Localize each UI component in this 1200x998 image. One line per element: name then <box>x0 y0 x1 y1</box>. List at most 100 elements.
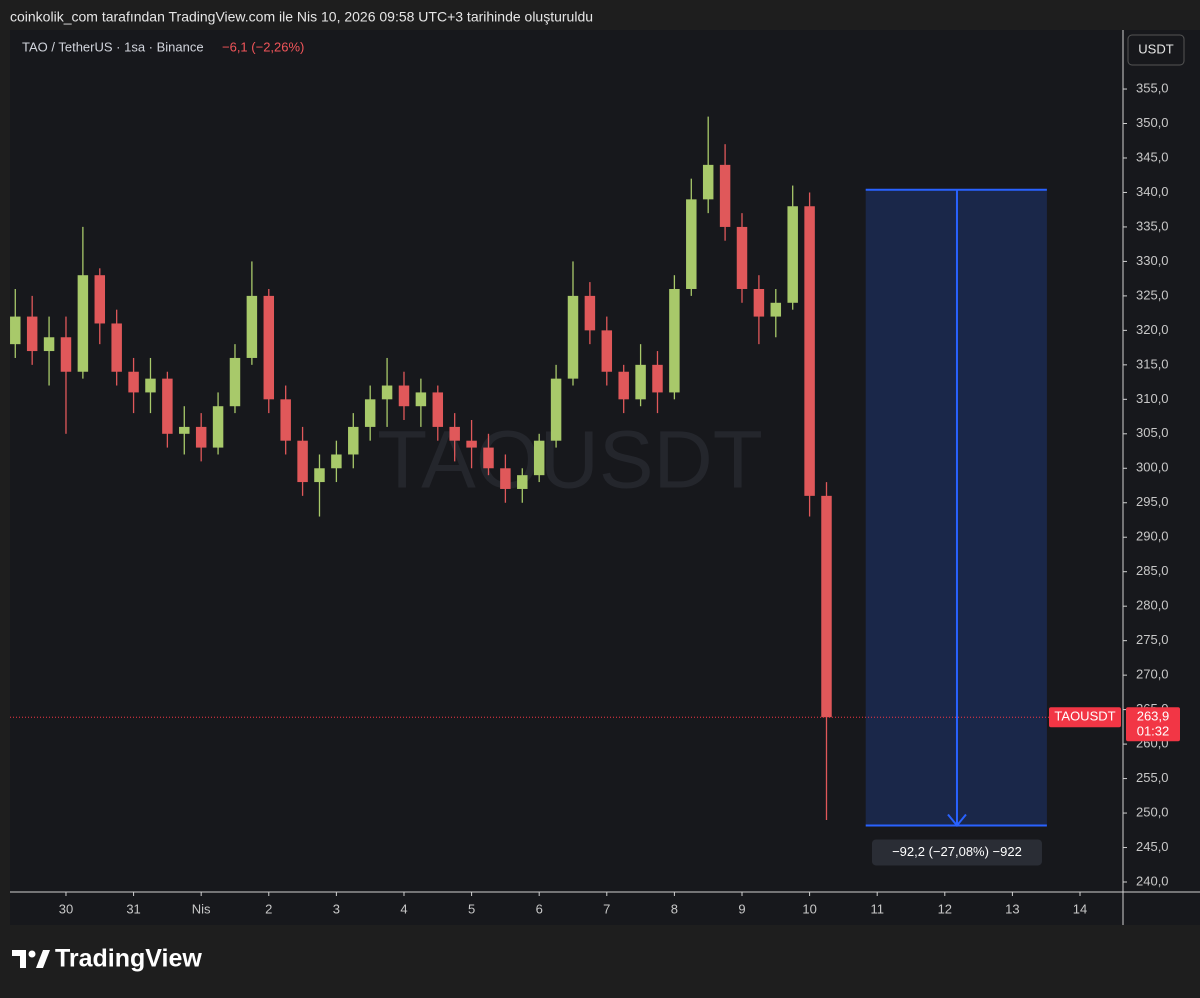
candle-body <box>263 295 275 400</box>
candle-body <box>297 440 308 483</box>
price-tag-label: 263,9 <box>1137 709 1170 724</box>
x-tick-label: 10 <box>802 901 816 916</box>
candle-body <box>483 447 494 469</box>
y-tick-label: 355,0 <box>1136 80 1169 95</box>
y-tick-label: 275,0 <box>1136 632 1169 647</box>
candle-body <box>702 164 714 200</box>
x-tick-label: 31 <box>126 901 140 916</box>
candle-body <box>821 495 832 718</box>
x-tick-label: 8 <box>671 901 678 916</box>
y-tick-label: 280,0 <box>1136 598 1169 613</box>
y-tick-label: 325,0 <box>1136 287 1169 302</box>
currency-box[interactable] <box>1127 34 1185 66</box>
candle-body <box>804 206 815 496</box>
candle-body <box>466 440 477 448</box>
y-tick-label: 300,0 <box>1136 460 1169 475</box>
measure-arrowhead <box>947 813 967 828</box>
countdown-label: 01:32 <box>1137 724 1170 739</box>
candle-body <box>686 199 697 289</box>
y-tick-label: 335,0 <box>1136 218 1169 233</box>
candle-body <box>618 371 629 400</box>
y-tick-label: 310,0 <box>1136 391 1169 406</box>
y-tick-label: 305,0 <box>1136 425 1169 440</box>
y-tick-label: 320,0 <box>1136 322 1169 337</box>
candle-body <box>246 295 258 358</box>
y-tick-label: 255,0 <box>1136 770 1169 785</box>
candle-body <box>280 399 291 441</box>
candle-body <box>635 364 646 400</box>
candle-body <box>669 288 680 393</box>
x-tick-label: 14 <box>1073 901 1087 916</box>
candle-body <box>77 275 89 372</box>
candle-body <box>432 392 444 427</box>
measure-label: −92,2 (−27,08%) −922 <box>892 844 1022 859</box>
x-tick-label: Nis <box>192 901 211 916</box>
y-tick-label: 350,0 <box>1136 115 1169 130</box>
candle-body <box>145 378 156 393</box>
y-tick-label: 250,0 <box>1136 804 1169 819</box>
x-tick-label: 2 <box>265 901 272 916</box>
candle-body <box>26 316 38 352</box>
symbol-tag <box>1049 707 1121 728</box>
candle-body <box>736 226 748 289</box>
candle-body <box>179 426 190 434</box>
logo-glyph <box>12 950 26 968</box>
candle-body <box>229 357 241 407</box>
y-tick-label: 295,0 <box>1136 494 1169 509</box>
y-tick-label: 340,0 <box>1136 184 1169 199</box>
candle-body <box>111 323 122 372</box>
currency-label: USDT <box>1138 41 1173 56</box>
candle-body <box>601 330 613 372</box>
brand-name: TradingView <box>55 945 202 973</box>
candle-body <box>212 406 224 448</box>
x-tick-label: 11 <box>870 901 884 916</box>
candle-body <box>43 337 55 352</box>
candle-body <box>584 295 596 331</box>
candle-body <box>128 371 139 393</box>
candle-body <box>719 164 731 227</box>
logo-glyph <box>36 950 50 968</box>
x-tick-label: 9 <box>738 901 745 916</box>
price-tag <box>1126 707 1180 742</box>
candle-body <box>770 302 782 317</box>
candle-body <box>567 295 579 379</box>
candle-body <box>94 275 106 324</box>
candle-body <box>753 288 765 317</box>
x-tick-label: 5 <box>468 901 475 916</box>
candle-body <box>533 440 545 476</box>
brand-logo <box>12 950 50 968</box>
y-tick-label: 330,0 <box>1136 253 1169 268</box>
y-tick-label: 345,0 <box>1136 149 1169 164</box>
candle-body <box>550 378 562 441</box>
y-tick-label: 240,0 <box>1136 873 1169 888</box>
y-tick-label: 285,0 <box>1136 563 1169 578</box>
watermark: TAOUSDT <box>377 415 763 506</box>
candle-body <box>162 378 173 434</box>
candle-body <box>195 426 207 448</box>
y-tick-label: 245,0 <box>1136 839 1169 854</box>
x-tick-label: 3 <box>333 901 340 916</box>
candle-body <box>652 364 663 393</box>
y-tick-label: 270,0 <box>1136 667 1169 682</box>
candle-body <box>787 206 798 303</box>
header-text: coinkolik_com tarafından TradingView.com… <box>10 9 593 25</box>
x-tick-label: 4 <box>400 901 407 916</box>
x-tick-label: 30 <box>59 901 73 916</box>
symbol-tag-label: TAOUSDT <box>1054 709 1115 724</box>
candle-body <box>364 399 376 427</box>
chart-panel <box>10 30 1200 925</box>
y-tick-label: 290,0 <box>1136 529 1169 544</box>
candle-body <box>331 454 342 469</box>
candle-body <box>381 385 393 400</box>
change-label: −6,1 (−2,26%) <box>222 39 304 54</box>
candle-body <box>398 385 410 407</box>
candle-body <box>60 337 72 372</box>
x-tick-label: 7 <box>603 901 610 916</box>
measure-label-box <box>871 839 1042 866</box>
x-tick-label: 12 <box>938 901 952 916</box>
candle-body <box>449 426 460 441</box>
candle-body <box>10 316 21 345</box>
candle-body <box>415 392 427 407</box>
